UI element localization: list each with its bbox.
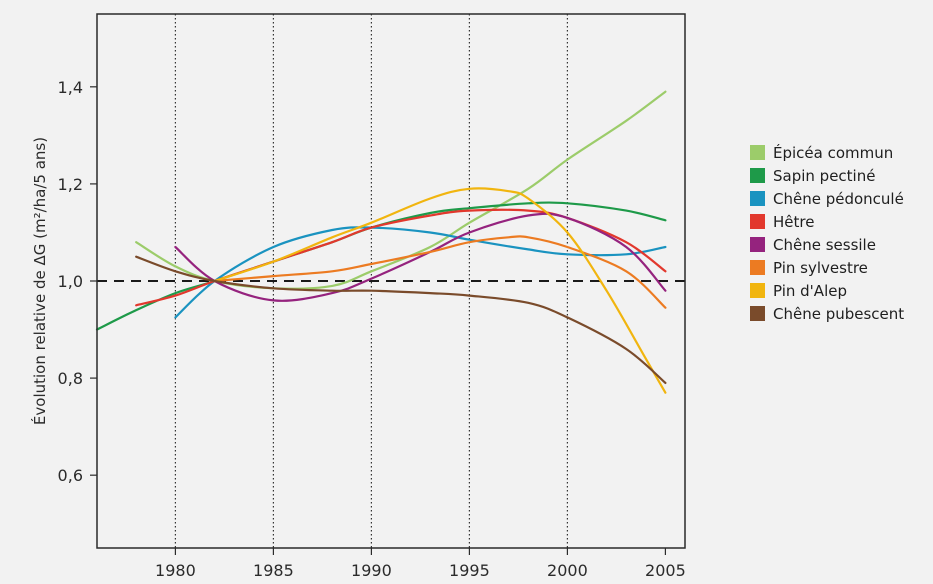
- legend-label: Pin d'Alep: [773, 282, 847, 300]
- legend-label: Épicéa commun: [773, 143, 893, 162]
- legend-swatch: [750, 168, 765, 183]
- vertical-gridlines: [174, 14, 569, 548]
- legend-label: Sapin pectiné: [773, 167, 875, 185]
- y-tick-label: 1,2: [58, 175, 83, 194]
- legend-label: Chêne pubescent: [773, 305, 904, 323]
- legend: Épicéa commun Sapin pectiné Chêne pédoncul…: [750, 143, 904, 323]
- legend-swatch: [750, 191, 765, 206]
- legend-swatch: [750, 306, 765, 321]
- y-tick-label: 0,8: [58, 369, 83, 388]
- legend-swatch: [750, 283, 765, 298]
- x-tick-label: 1990: [351, 561, 392, 580]
- legend-swatch: [750, 260, 765, 275]
- x-tick-label: 2005: [645, 561, 686, 580]
- legend-label: Hêtre: [773, 213, 814, 231]
- y-tick-label: 0,6: [58, 466, 83, 485]
- y-tick-label: 1,0: [58, 272, 83, 291]
- legend-swatch: [750, 145, 765, 160]
- x-tick-label: 1980: [155, 561, 196, 580]
- x-tick-label: 1985: [253, 561, 294, 580]
- legend-label: Chêne pédonculé: [773, 190, 904, 208]
- y-tick-label: 1,4: [58, 78, 83, 97]
- legend-label: Pin sylvestre: [773, 259, 868, 277]
- x-tick-label: 2000: [547, 561, 588, 580]
- legend-swatch: [750, 237, 765, 252]
- series-lines: [95, 90, 667, 394]
- legend-swatch: [750, 214, 765, 229]
- series-line-7: [135, 255, 667, 384]
- series-line-6: [213, 187, 667, 394]
- series-line-5: [213, 235, 667, 309]
- y-axis-label: Évolution relative de ΔG (m²/ha/5 ans): [30, 137, 49, 425]
- x-axis: 1980 1985 1990 1995 2000 2005: [155, 548, 686, 580]
- x-tick-label: 1995: [449, 561, 490, 580]
- y-axis: 0,6 0,8 1,0 1,2 1,4: [58, 78, 97, 485]
- legend-label: Chêne sessile: [773, 236, 876, 254]
